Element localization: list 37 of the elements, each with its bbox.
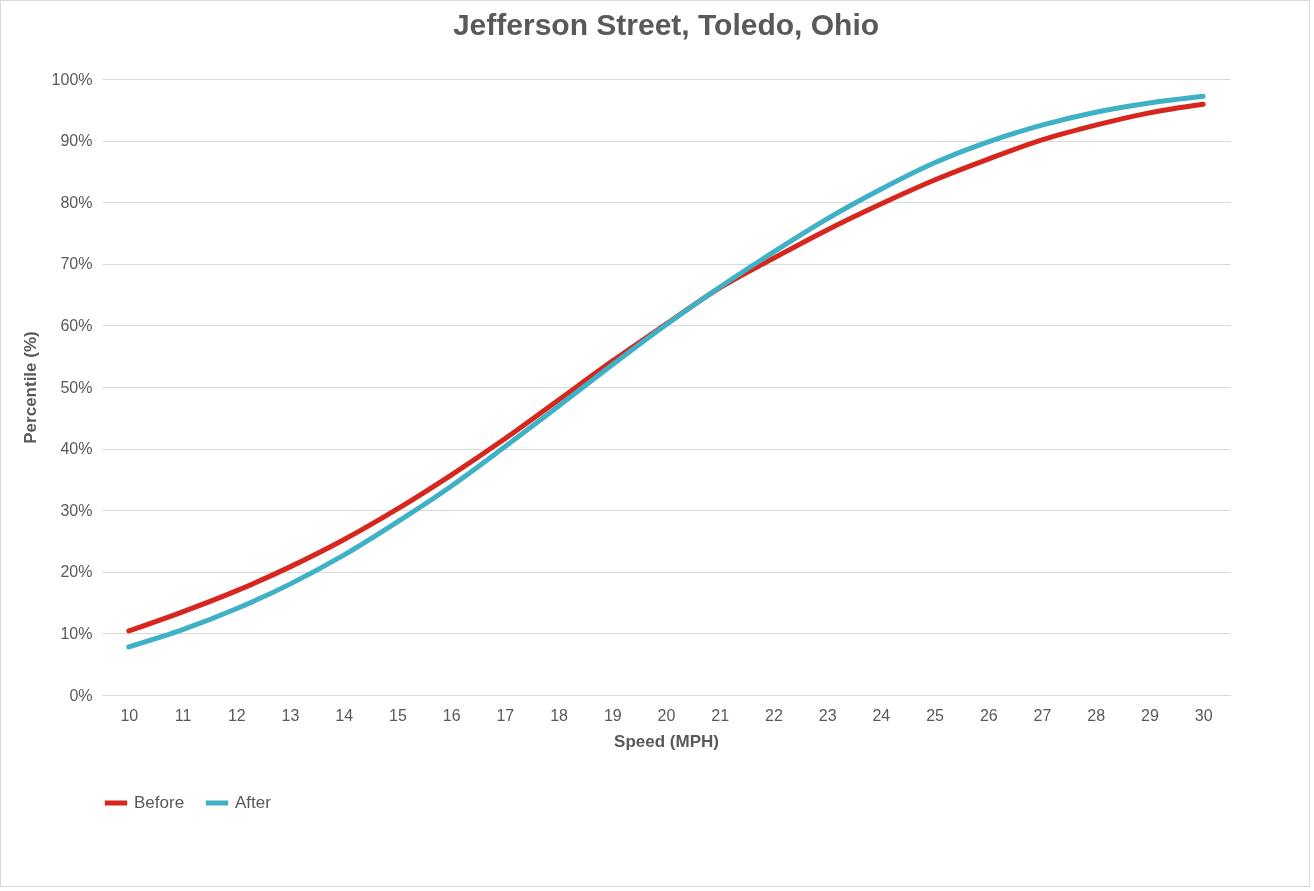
y-tick-label: 10% xyxy=(60,624,93,642)
y-axis-title: Percentile (%) xyxy=(20,331,40,444)
x-tick-label: 28 xyxy=(1087,706,1106,724)
y-tick-label: 70% xyxy=(60,255,93,273)
y-tick-label: 30% xyxy=(60,501,93,519)
x-tick-label: 10 xyxy=(120,706,139,724)
y-tick-label: 90% xyxy=(60,132,93,150)
y-tick-label: 60% xyxy=(60,316,93,334)
y-tick-label: 40% xyxy=(60,440,93,458)
x-tick-label: 29 xyxy=(1141,706,1159,724)
chart-title: Jefferson Street, Toledo, Ohio xyxy=(452,8,880,41)
x-axis-title: Speed (MPH) xyxy=(614,731,719,751)
legend-label: After xyxy=(235,793,272,812)
y-tick-label: 80% xyxy=(60,193,93,211)
x-tick-label: 18 xyxy=(550,706,569,724)
y-tick-label: 100% xyxy=(51,70,93,88)
x-tick-label: 22 xyxy=(765,706,783,724)
y-tick-label: 50% xyxy=(60,378,93,396)
x-tick-label: 24 xyxy=(872,706,891,724)
x-tick-label: 15 xyxy=(389,706,407,724)
x-tick-label: 14 xyxy=(335,706,354,724)
x-tick-label: 12 xyxy=(227,706,246,724)
y-tick-label: 20% xyxy=(60,563,93,581)
x-tick-label: 19 xyxy=(603,706,622,724)
x-tick-label: 26 xyxy=(979,706,998,724)
x-tick-label: 30 xyxy=(1194,706,1213,724)
x-tick-label: 23 xyxy=(818,706,837,724)
x-tick-label: 13 xyxy=(281,706,300,724)
x-tick-label: 27 xyxy=(1033,706,1052,724)
y-tick-label: 0% xyxy=(69,686,93,704)
legend-label: Before xyxy=(134,793,185,812)
x-tick-label: 25 xyxy=(926,706,945,724)
x-tick-label: 11 xyxy=(174,706,192,724)
x-tick-label: 21 xyxy=(711,706,730,724)
x-tick-label: 16 xyxy=(442,706,461,724)
x-tick-label: 17 xyxy=(496,706,515,724)
x-tick-label: 20 xyxy=(657,706,676,724)
